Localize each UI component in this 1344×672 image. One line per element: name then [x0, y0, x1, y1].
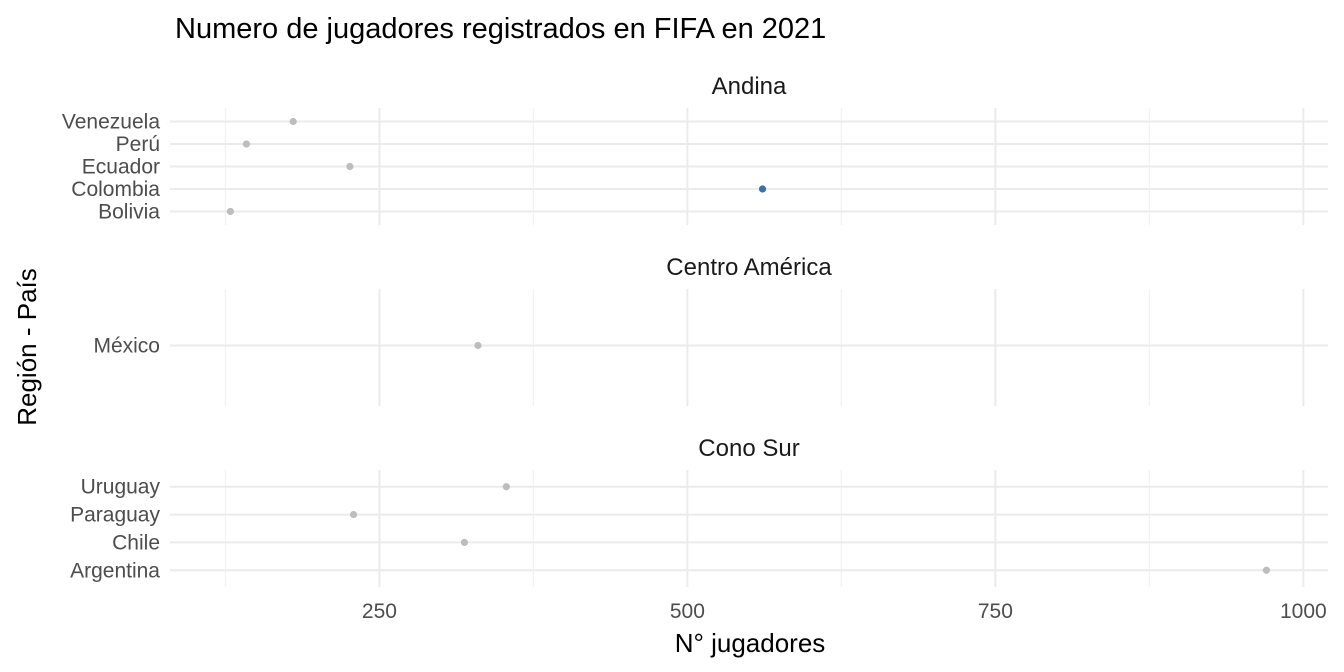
facet-cono-sur: Cono Sur Uruguay Paraguay Chile Argentina [70, 435, 1328, 587]
x-axis-title: N° jugadores [675, 628, 826, 658]
data-point-ecuador [346, 162, 354, 171]
chart-title: Numero de jugadores registrados en FIFA … [175, 13, 826, 45]
data-point-chile [460, 538, 469, 547]
x-tick-label: 250 [362, 600, 397, 623]
y-tick-label: Bolivia [98, 201, 160, 224]
x-tick-label: 750 [978, 600, 1013, 623]
y-tick-label: Colombia [71, 178, 160, 201]
y-tick-label: Uruguay [81, 476, 161, 499]
y-tick-label: Perú [116, 133, 160, 156]
data-point-venezuela [289, 117, 297, 126]
facet-strip-label: Andina [712, 73, 787, 100]
facet-strip-label: Centro América [666, 254, 832, 281]
x-tick-label: 500 [670, 600, 705, 623]
data-point-paraguay [349, 510, 358, 519]
x-axis: 250 500 750 1000 [362, 600, 1327, 623]
data-point-argentina [1262, 566, 1271, 574]
data-point-uruguay [502, 483, 510, 491]
facet-strip-label: Cono Sur [698, 435, 799, 462]
data-point-peru [242, 140, 250, 148]
data-point-mexico [474, 341, 482, 350]
data-point-bolivia [226, 207, 234, 216]
y-tick-label: Paraguay [70, 504, 160, 527]
y-tick-label: Venezuela [62, 111, 160, 134]
y-tick-label: Ecuador [82, 156, 160, 179]
facet-panels: Andina VenezuelaPerúEcuadorColombiaBolivi… [62, 73, 1328, 587]
y-tick-label: Argentina [70, 559, 160, 582]
x-tick-label: 1000 [1280, 600, 1327, 623]
facet-andina: Andina VenezuelaPerúEcuadorColombiaBolivi… [62, 73, 1328, 225]
y-tick-label: México [93, 335, 160, 358]
data-point-colombia [758, 185, 767, 193]
facet-centro-américa: Centro América México [93, 254, 1328, 406]
y-tick-label: Chile [112, 531, 160, 554]
y-axis-title: Región - País [12, 268, 42, 426]
